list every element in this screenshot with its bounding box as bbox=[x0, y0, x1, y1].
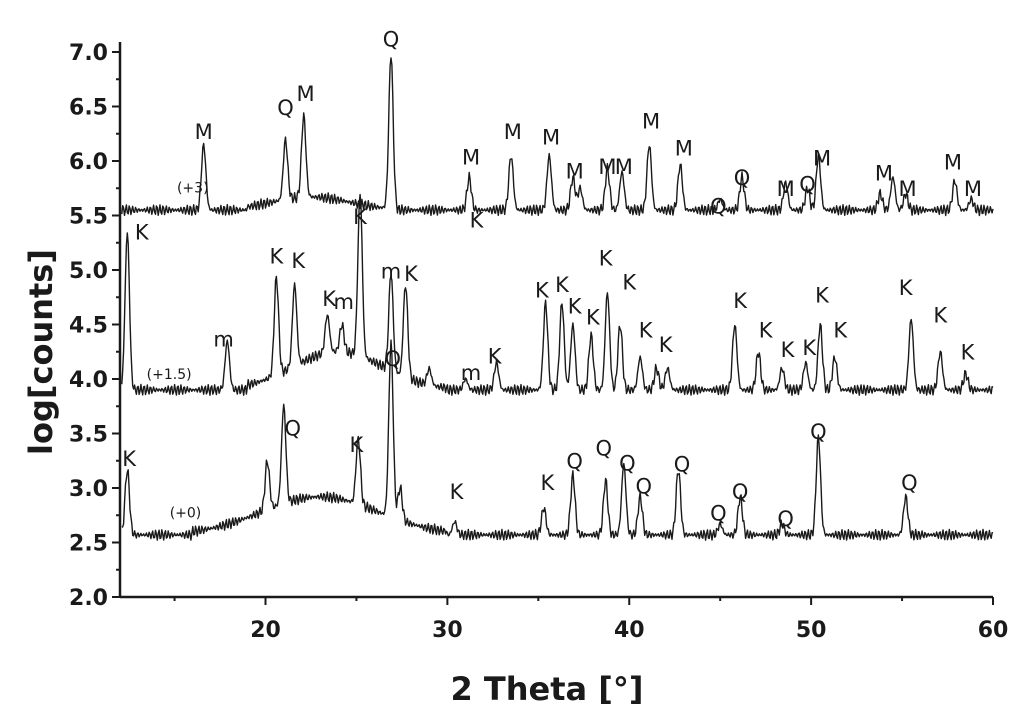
peak-label: Q bbox=[710, 502, 727, 526]
peak-label: K bbox=[488, 345, 503, 369]
peak-label: K bbox=[404, 262, 419, 286]
peak-label: Q bbox=[277, 96, 294, 120]
peak-label: Q bbox=[385, 347, 402, 371]
x-tick-label: 20 bbox=[250, 618, 281, 643]
peak-label: K bbox=[135, 220, 150, 244]
peak-label: M bbox=[615, 155, 633, 179]
y-tick-label: 2.0 bbox=[69, 586, 108, 611]
peak-label: M bbox=[642, 109, 660, 133]
peak-label: Q bbox=[636, 474, 653, 498]
peak-label: M bbox=[813, 146, 831, 170]
peak-label: Q bbox=[596, 436, 613, 460]
peak-label: K bbox=[815, 284, 830, 308]
peak-label: Q bbox=[901, 471, 918, 495]
x-axis-title: 2 Theta [°] bbox=[451, 670, 644, 708]
peak-label: M bbox=[195, 120, 213, 144]
y-axis-title: log[counts] bbox=[22, 249, 60, 455]
peak-label: K bbox=[322, 287, 337, 311]
x-tick-label: 30 bbox=[432, 618, 463, 643]
peak-label: K bbox=[291, 249, 306, 273]
peak-label: Q bbox=[710, 194, 727, 218]
y-tick-label: 3.5 bbox=[69, 423, 108, 448]
peak-label: K bbox=[759, 319, 774, 343]
peak-label: K bbox=[350, 433, 365, 457]
peak-label: K bbox=[450, 480, 465, 504]
peak-label: K bbox=[599, 247, 614, 271]
offset-label: (+3) bbox=[177, 181, 209, 197]
peak-label: Q bbox=[777, 507, 794, 531]
peak-label: m bbox=[381, 260, 401, 284]
trace-0 bbox=[121, 57, 994, 217]
peak-label: Q bbox=[732, 480, 749, 504]
tick-labels: 2.0 2.5 3.0 3.5 4.0 4.5 5.0 5.5 6.0 6.5 7.0 20 30 40 5… bbox=[69, 41, 1008, 643]
peak-label: K bbox=[622, 271, 637, 295]
peak-label: M bbox=[944, 151, 962, 175]
y-tick-label: 5.0 bbox=[69, 259, 108, 284]
peak-label: M bbox=[964, 177, 982, 201]
peak-label: m bbox=[213, 327, 233, 351]
peak-label: K bbox=[270, 244, 285, 268]
y-tick-label: 5.5 bbox=[69, 205, 108, 230]
peak-label: K bbox=[353, 205, 368, 229]
peak-label: K bbox=[535, 278, 550, 302]
peak-label: K bbox=[933, 303, 948, 327]
peak-label: M bbox=[777, 177, 795, 201]
peak-label: K bbox=[568, 295, 583, 319]
diffraction-traces bbox=[121, 57, 994, 541]
y-tick-label: 2.5 bbox=[69, 532, 108, 557]
y-tick-label: 4.5 bbox=[69, 314, 108, 339]
y-tick-label: 7.0 bbox=[69, 41, 108, 66]
peak-label: K bbox=[733, 289, 748, 313]
peak-label: K bbox=[122, 447, 137, 471]
peak-label: Q bbox=[383, 28, 400, 52]
peak-label: Q bbox=[285, 417, 302, 441]
peak-label: K bbox=[555, 273, 570, 297]
peak-label: M bbox=[504, 120, 522, 144]
peak-label: K bbox=[961, 340, 976, 364]
offset-label: (+0) bbox=[170, 505, 202, 521]
peak-label: M bbox=[875, 162, 893, 186]
x-tick-label: 50 bbox=[796, 618, 827, 643]
peak-label: M bbox=[598, 155, 616, 179]
peak-label: M bbox=[296, 82, 314, 106]
offset-labels: (+3) (+1.5) (+0) bbox=[147, 181, 209, 522]
peak-label: m bbox=[333, 290, 353, 314]
peak-label: Q bbox=[674, 453, 691, 477]
peak-label: K bbox=[470, 208, 485, 232]
peak-label: K bbox=[781, 338, 796, 362]
x-tick-label: 60 bbox=[978, 618, 1009, 643]
peak-label: K bbox=[541, 471, 556, 495]
peak-label: K bbox=[586, 306, 601, 330]
peak-label: M bbox=[542, 126, 560, 150]
trace-2 bbox=[121, 339, 994, 541]
peak-label: Q bbox=[566, 449, 583, 473]
x-tick-label: 40 bbox=[614, 618, 645, 643]
peak-label: Q bbox=[734, 166, 751, 190]
peak-label: m bbox=[461, 361, 481, 385]
peak-label: M bbox=[462, 145, 480, 169]
y-tick-label: 4.0 bbox=[69, 368, 108, 393]
y-tick-label: 6.5 bbox=[69, 96, 108, 121]
peak-label: M bbox=[566, 159, 584, 183]
peak-label: M bbox=[898, 177, 916, 201]
offset-label: (+1.5) bbox=[147, 367, 192, 383]
peak-label: Q bbox=[810, 420, 827, 444]
peak-label: Q bbox=[619, 452, 636, 476]
peak-label: Q bbox=[799, 173, 816, 197]
peak-label: K bbox=[639, 319, 654, 343]
peak-label: K bbox=[899, 276, 914, 300]
y-tick-label: 3.0 bbox=[69, 477, 108, 502]
peak-label: K bbox=[659, 333, 674, 357]
peak-label: K bbox=[833, 319, 848, 343]
trace-1 bbox=[121, 193, 994, 396]
peak-label: M bbox=[675, 137, 693, 161]
y-tick-label: 6.0 bbox=[69, 150, 108, 175]
peak-label: K bbox=[802, 336, 817, 360]
